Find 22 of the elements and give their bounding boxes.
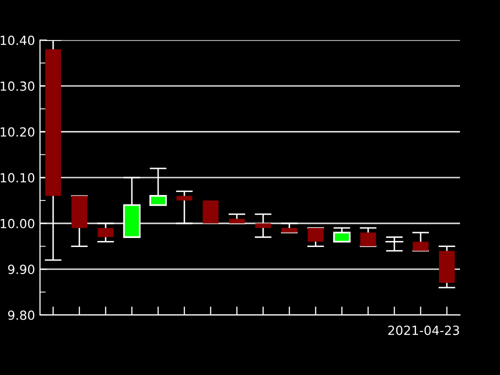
candlestick [306, 227, 325, 247]
x-axis-title: 2021-04-23 [388, 326, 459, 336]
candlestick [149, 168, 168, 206]
y-tick-label: 9.80 [8, 310, 34, 320]
candlestick [254, 214, 272, 238]
y-tick-label: 10.10 [0, 173, 34, 182]
candlestick [228, 214, 246, 224]
candlestick [385, 236, 404, 252]
candlestick [96, 222, 115, 242]
candlestick [122, 176, 141, 238]
y-tick-label: 10.30 [0, 81, 34, 91]
candlestick [438, 246, 456, 288]
candlestick [70, 195, 88, 247]
candlestick [280, 222, 298, 234]
y-tick-label: 10.20 [0, 127, 34, 137]
candlestick [175, 190, 194, 224]
candlestick [412, 232, 430, 252]
y-tick-label: 9.90 [8, 264, 34, 274]
candlestick [332, 227, 351, 243]
y-tick-label: 10.40 [0, 36, 34, 46]
y-tick-label: 10.00 [0, 218, 34, 228]
candlestick [359, 227, 378, 247]
